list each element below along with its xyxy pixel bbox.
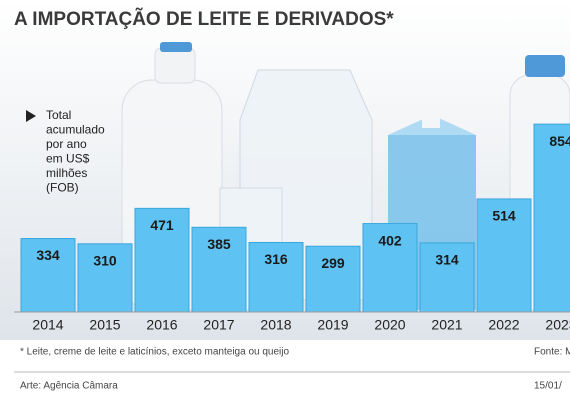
legend-text: em US$: [46, 152, 90, 166]
bar: [20, 238, 76, 313]
x-tick-label: 2022: [488, 317, 519, 333]
legend-text: Total: [46, 108, 71, 122]
x-tick-label: 2016: [146, 317, 177, 333]
x-tick-label: 2021: [431, 317, 462, 333]
x-tick-label: 2020: [374, 317, 405, 333]
x-tick-label: 2018: [260, 317, 291, 333]
bar: [191, 226, 247, 313]
bar: [305, 245, 361, 313]
bar: [134, 207, 190, 313]
value-label: 334: [36, 247, 60, 263]
legend-text: por ano: [46, 137, 87, 151]
source: Fonte: M: [534, 347, 570, 358]
bar: [533, 123, 570, 313]
x-tick-label: 2019: [317, 317, 348, 333]
bar: [419, 242, 475, 313]
value-label: 316: [264, 251, 288, 267]
legend-marker: [26, 110, 36, 122]
value-label: 854: [549, 133, 570, 149]
x-tick-label: 2015: [89, 317, 120, 333]
credit: Arte: Agência Câmara: [20, 381, 118, 392]
x-tick-label: 2014: [32, 317, 63, 333]
bar: [476, 198, 532, 313]
legend-text: acumulado: [46, 123, 105, 137]
chart-title: A IMPORTAÇÃO DE LEITE E DERIVADOS*: [14, 8, 394, 30]
value-label: 299: [321, 255, 345, 271]
value-label: 314: [435, 252, 459, 268]
bars: 334 2014 310 2015 471 2016 385 2017 316 2018 299 20…: [20, 123, 570, 333]
x-tick-label: 2023: [545, 317, 570, 333]
value-label: 514: [492, 208, 516, 224]
bar: [362, 223, 418, 313]
value-label: 471: [150, 217, 174, 233]
legend-text: milhões: [46, 166, 87, 180]
legend-text: (FOB): [46, 181, 79, 195]
x-tick-label: 2017: [203, 317, 234, 333]
footnote: * Leite, creme de leite e laticínios, ex…: [20, 347, 289, 358]
date: 15/01/: [534, 381, 562, 392]
bar: [248, 241, 304, 313]
value-label: 402: [378, 232, 402, 248]
value-label: 310: [93, 253, 117, 269]
value-label: 385: [207, 236, 231, 252]
